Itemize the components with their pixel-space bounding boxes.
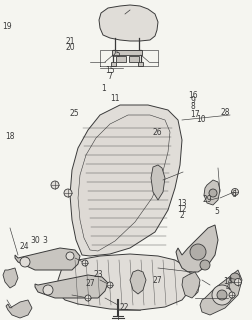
Polygon shape	[99, 5, 158, 41]
Polygon shape	[70, 105, 181, 256]
Circle shape	[234, 278, 241, 285]
Circle shape	[51, 181, 59, 189]
Polygon shape	[150, 165, 164, 200]
Text: 8: 8	[190, 102, 194, 111]
Text: 9: 9	[190, 96, 195, 105]
Circle shape	[107, 282, 113, 288]
Text: 16: 16	[187, 91, 197, 100]
Polygon shape	[3, 268, 18, 288]
Text: 10: 10	[196, 116, 205, 124]
Text: 11: 11	[110, 94, 119, 103]
Text: 13: 13	[177, 199, 186, 208]
Circle shape	[199, 260, 209, 270]
Text: 18: 18	[5, 132, 14, 141]
Circle shape	[43, 285, 53, 295]
Bar	[112, 50, 141, 55]
Text: 21: 21	[65, 37, 75, 46]
Text: 27: 27	[151, 276, 161, 285]
Polygon shape	[175, 225, 217, 272]
Bar	[137, 62, 142, 66]
Text: 19: 19	[2, 22, 12, 31]
Text: 20: 20	[65, 43, 75, 52]
Circle shape	[66, 252, 74, 260]
Text: 28: 28	[219, 108, 229, 117]
Text: 7: 7	[107, 72, 112, 81]
Circle shape	[64, 189, 72, 197]
Text: 23: 23	[93, 270, 103, 279]
Text: 5: 5	[213, 207, 218, 216]
Text: 15: 15	[105, 66, 114, 75]
Circle shape	[216, 290, 226, 300]
Circle shape	[208, 189, 216, 197]
Circle shape	[189, 244, 205, 260]
Polygon shape	[199, 270, 241, 315]
Polygon shape	[15, 248, 80, 270]
Text: 1: 1	[101, 84, 106, 93]
Polygon shape	[130, 270, 145, 294]
Text: 6: 6	[231, 190, 236, 199]
Text: 26: 26	[151, 128, 161, 137]
Bar	[115, 56, 125, 62]
Polygon shape	[58, 254, 191, 310]
Text: 29: 29	[202, 195, 211, 204]
Text: 27: 27	[85, 279, 94, 288]
Text: 2: 2	[179, 211, 184, 220]
Circle shape	[211, 285, 231, 305]
Text: 17: 17	[189, 110, 199, 119]
Polygon shape	[203, 180, 219, 205]
Polygon shape	[78, 115, 169, 251]
Polygon shape	[35, 275, 108, 298]
Circle shape	[231, 188, 238, 196]
Bar	[129, 56, 138, 62]
Circle shape	[82, 260, 88, 266]
Text: 12: 12	[177, 205, 186, 214]
Bar	[111, 62, 115, 66]
Text: 30: 30	[30, 236, 40, 245]
Circle shape	[229, 273, 239, 283]
Circle shape	[85, 295, 91, 301]
Text: 22: 22	[119, 303, 128, 312]
Text: 3: 3	[42, 236, 47, 245]
Text: 25: 25	[111, 50, 120, 59]
Text: 25: 25	[70, 109, 79, 118]
Polygon shape	[181, 272, 199, 298]
Text: 24: 24	[19, 242, 29, 251]
Polygon shape	[6, 300, 32, 318]
Circle shape	[228, 292, 234, 298]
Text: 4: 4	[224, 284, 229, 292]
Text: 14: 14	[222, 277, 232, 286]
Circle shape	[20, 257, 30, 267]
